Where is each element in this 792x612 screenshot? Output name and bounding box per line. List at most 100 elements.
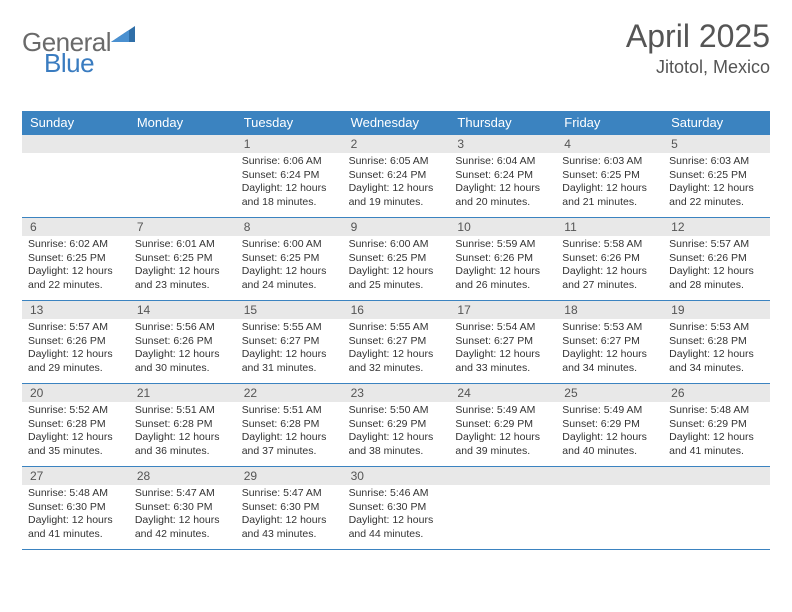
day-info: Sunrise: 5:48 AMSunset: 6:29 PMDaylight:… [663, 402, 770, 458]
day-cell: 27Sunrise: 5:48 AMSunset: 6:30 PMDayligh… [22, 467, 129, 549]
day-info: Sunrise: 6:03 AMSunset: 6:25 PMDaylight:… [556, 153, 663, 209]
day-info: Sunrise: 6:01 AMSunset: 6:25 PMDaylight:… [129, 236, 236, 292]
day-cell: 14Sunrise: 5:56 AMSunset: 6:26 PMDayligh… [129, 301, 236, 383]
day-cell: 10Sunrise: 5:59 AMSunset: 6:26 PMDayligh… [449, 218, 556, 300]
day-number: 28 [129, 467, 236, 485]
day-info: Sunrise: 5:49 AMSunset: 6:29 PMDaylight:… [449, 402, 556, 458]
logo-text-blue: Blue [44, 48, 94, 78]
weekday-header: Monday [129, 111, 236, 135]
day-cell: 28Sunrise: 5:47 AMSunset: 6:30 PMDayligh… [129, 467, 236, 549]
day-cell: 17Sunrise: 5:54 AMSunset: 6:27 PMDayligh… [449, 301, 556, 383]
day-number: 13 [22, 301, 129, 319]
day-number: 10 [449, 218, 556, 236]
day-info: Sunrise: 6:02 AMSunset: 6:25 PMDaylight:… [22, 236, 129, 292]
day-cell [556, 467, 663, 549]
day-cell: 16Sunrise: 5:55 AMSunset: 6:27 PMDayligh… [343, 301, 450, 383]
day-number: 4 [556, 135, 663, 153]
day-cell [129, 135, 236, 217]
day-info: Sunrise: 5:53 AMSunset: 6:28 PMDaylight:… [663, 319, 770, 375]
location-subtitle: Jitotol, Mexico [626, 57, 770, 78]
calendar-page: General April 2025 Jitotol, Mexico Gener… [0, 0, 792, 560]
day-cell: 30Sunrise: 5:46 AMSunset: 6:30 PMDayligh… [343, 467, 450, 549]
day-cell: 13Sunrise: 5:57 AMSunset: 6:26 PMDayligh… [22, 301, 129, 383]
day-info: Sunrise: 5:53 AMSunset: 6:27 PMDaylight:… [556, 319, 663, 375]
day-number: 17 [449, 301, 556, 319]
day-number: 8 [236, 218, 343, 236]
week-row: 6Sunrise: 6:02 AMSunset: 6:25 PMDaylight… [22, 218, 770, 301]
empty-day-number [449, 467, 556, 485]
day-cell: 8Sunrise: 6:00 AMSunset: 6:25 PMDaylight… [236, 218, 343, 300]
day-number: 27 [22, 467, 129, 485]
day-info: Sunrise: 5:46 AMSunset: 6:30 PMDaylight:… [343, 485, 450, 541]
day-cell: 3Sunrise: 6:04 AMSunset: 6:24 PMDaylight… [449, 135, 556, 217]
weeks-container: 1Sunrise: 6:06 AMSunset: 6:24 PMDaylight… [22, 135, 770, 550]
day-info: Sunrise: 5:47 AMSunset: 6:30 PMDaylight:… [129, 485, 236, 541]
day-cell [22, 135, 129, 217]
day-info: Sunrise: 5:57 AMSunset: 6:26 PMDaylight:… [22, 319, 129, 375]
logo-blue-text-pos: Blue [44, 48, 94, 79]
day-info: Sunrise: 5:54 AMSunset: 6:27 PMDaylight:… [449, 319, 556, 375]
day-cell: 21Sunrise: 5:51 AMSunset: 6:28 PMDayligh… [129, 384, 236, 466]
day-cell: 20Sunrise: 5:52 AMSunset: 6:28 PMDayligh… [22, 384, 129, 466]
day-cell: 25Sunrise: 5:49 AMSunset: 6:29 PMDayligh… [556, 384, 663, 466]
day-number: 22 [236, 384, 343, 402]
week-row: 27Sunrise: 5:48 AMSunset: 6:30 PMDayligh… [22, 467, 770, 550]
day-number: 15 [236, 301, 343, 319]
day-cell: 22Sunrise: 5:51 AMSunset: 6:28 PMDayligh… [236, 384, 343, 466]
day-number: 3 [449, 135, 556, 153]
day-info: Sunrise: 6:05 AMSunset: 6:24 PMDaylight:… [343, 153, 450, 209]
day-number: 30 [343, 467, 450, 485]
day-cell: 15Sunrise: 5:55 AMSunset: 6:27 PMDayligh… [236, 301, 343, 383]
day-info: Sunrise: 5:52 AMSunset: 6:28 PMDaylight:… [22, 402, 129, 458]
empty-day-number [556, 467, 663, 485]
day-info: Sunrise: 5:47 AMSunset: 6:30 PMDaylight:… [236, 485, 343, 541]
day-cell: 1Sunrise: 6:06 AMSunset: 6:24 PMDaylight… [236, 135, 343, 217]
day-cell: 12Sunrise: 5:57 AMSunset: 6:26 PMDayligh… [663, 218, 770, 300]
weekday-header: Sunday [22, 111, 129, 135]
day-number: 11 [556, 218, 663, 236]
day-number: 16 [343, 301, 450, 319]
day-number: 9 [343, 218, 450, 236]
weekday-header: Friday [556, 111, 663, 135]
day-cell: 7Sunrise: 6:01 AMSunset: 6:25 PMDaylight… [129, 218, 236, 300]
day-number: 14 [129, 301, 236, 319]
day-number: 23 [343, 384, 450, 402]
day-cell: 24Sunrise: 5:49 AMSunset: 6:29 PMDayligh… [449, 384, 556, 466]
empty-day-number [22, 135, 129, 153]
day-cell: 23Sunrise: 5:50 AMSunset: 6:29 PMDayligh… [343, 384, 450, 466]
day-number: 12 [663, 218, 770, 236]
title-block: April 2025 Jitotol, Mexico [626, 18, 770, 78]
day-cell: 4Sunrise: 6:03 AMSunset: 6:25 PMDaylight… [556, 135, 663, 217]
day-cell [449, 467, 556, 549]
day-number: 20 [22, 384, 129, 402]
day-cell: 26Sunrise: 5:48 AMSunset: 6:29 PMDayligh… [663, 384, 770, 466]
day-info: Sunrise: 5:49 AMSunset: 6:29 PMDaylight:… [556, 402, 663, 458]
day-cell: 18Sunrise: 5:53 AMSunset: 6:27 PMDayligh… [556, 301, 663, 383]
day-info: Sunrise: 5:48 AMSunset: 6:30 PMDaylight:… [22, 485, 129, 541]
weekday-header-row: SundayMondayTuesdayWednesdayThursdayFrid… [22, 111, 770, 135]
day-number: 26 [663, 384, 770, 402]
day-info: Sunrise: 5:51 AMSunset: 6:28 PMDaylight:… [236, 402, 343, 458]
empty-day-number [663, 467, 770, 485]
day-cell [663, 467, 770, 549]
day-info: Sunrise: 6:00 AMSunset: 6:25 PMDaylight:… [236, 236, 343, 292]
day-cell: 11Sunrise: 5:58 AMSunset: 6:26 PMDayligh… [556, 218, 663, 300]
day-number: 1 [236, 135, 343, 153]
day-info: Sunrise: 5:55 AMSunset: 6:27 PMDaylight:… [236, 319, 343, 375]
weekday-header: Saturday [663, 111, 770, 135]
day-cell: 6Sunrise: 6:02 AMSunset: 6:25 PMDaylight… [22, 218, 129, 300]
day-info: Sunrise: 6:06 AMSunset: 6:24 PMDaylight:… [236, 153, 343, 209]
day-info: Sunrise: 5:58 AMSunset: 6:26 PMDaylight:… [556, 236, 663, 292]
day-info: Sunrise: 6:00 AMSunset: 6:25 PMDaylight:… [343, 236, 450, 292]
day-info: Sunrise: 5:59 AMSunset: 6:26 PMDaylight:… [449, 236, 556, 292]
day-number: 2 [343, 135, 450, 153]
day-number: 6 [22, 218, 129, 236]
week-row: 20Sunrise: 5:52 AMSunset: 6:28 PMDayligh… [22, 384, 770, 467]
day-info: Sunrise: 5:57 AMSunset: 6:26 PMDaylight:… [663, 236, 770, 292]
weekday-header: Thursday [449, 111, 556, 135]
day-cell: 19Sunrise: 5:53 AMSunset: 6:28 PMDayligh… [663, 301, 770, 383]
week-row: 1Sunrise: 6:06 AMSunset: 6:24 PMDaylight… [22, 135, 770, 218]
day-cell: 9Sunrise: 6:00 AMSunset: 6:25 PMDaylight… [343, 218, 450, 300]
calendar-grid: SundayMondayTuesdayWednesdayThursdayFrid… [22, 111, 770, 550]
day-info: Sunrise: 5:56 AMSunset: 6:26 PMDaylight:… [129, 319, 236, 375]
